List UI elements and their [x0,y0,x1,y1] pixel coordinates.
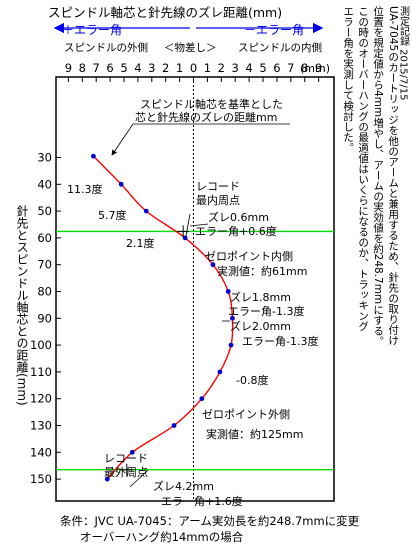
outer-point-marker [120,463,133,476]
plot-frame [55,76,335,502]
y-tick-label: 100 [30,338,52,352]
x-tick-label: 3 [232,61,239,75]
record-credit: 測定記録 2015/7/15 [397,6,409,101]
label-err-1-3a: エラー角-1.3度 [228,304,304,318]
outer-callout-leader [129,469,149,488]
label-11-3deg: 11.3度 [67,182,103,196]
label-err-1-6: エラー角+1.6度 [161,494,243,508]
x-tick-label: 8 [301,61,308,75]
subheader-ruler: ＜物差し＞ [164,42,217,54]
series-group [91,153,235,482]
data-point [104,476,110,482]
data-point [118,181,124,187]
x-tick-label: 4 [134,61,141,75]
data-point [210,262,216,268]
x-unit-label: (mm) [300,62,330,75]
data-point [199,396,205,402]
inner-point-label-2: 最内周点 [196,193,240,207]
x-tick-label: 6 [106,61,113,75]
label-zure-1-8: ズレ1.8mm [230,290,291,304]
y-tick-label: 120 [30,392,52,406]
inner-point-label-1: レコード [196,180,240,193]
x-tick-label: 7 [287,61,294,75]
zure06-leader [189,223,209,227]
data-point [228,342,234,348]
label-zure-2-0: ズレ2.0mm [230,319,291,333]
data-point [171,423,177,428]
reference-lines [56,230,334,471]
y-tick-label: 110 [30,365,52,379]
y-tick-label: 130 [30,419,52,433]
x-tick-label: 7 [93,61,100,75]
label-meas-61: 実測値：約61mm [217,264,307,278]
x-tick-label: 1 [204,61,211,75]
x-tick-label: 5 [259,61,266,75]
label-zure-4-2: ズレ4.2mm [153,479,214,493]
label-err-1-3b: エラー角-1.3度 [242,334,318,348]
subheader-inner: スピンドルの内側 [238,42,322,54]
label-zero-inner: ゼロポイント内側 [205,249,293,263]
label-minus-0-8: -0.8度 [236,373,268,387]
x-tick-label: 1 [176,61,183,75]
outer-point-label-1: レコード [104,452,148,465]
outer-point-label-2: 最外周点 [104,466,148,479]
label-err-0-6: エラー角+0.6度 [195,224,277,238]
y-tick-label: 50 [37,204,52,218]
right-note-line2: 位置を規定値から4mm増やし、アームの実効値を約248.7mmにする。 [372,6,385,347]
x-tick-label: 2 [162,61,169,75]
data-point [129,449,135,455]
data-point [230,315,235,321]
x-tick-label: 9 [65,61,72,75]
axis-note-line1: スピンドル軸芯を基準とした [140,97,283,111]
footer-condition: 条件：JVC UA-7045：アーム実効長を約248.7mmに変更 [60,514,360,528]
inner-callout-leader [185,213,191,237]
label-2-1deg: 2.1度 [126,236,155,250]
right-note-line4: エラー角を実測して検討した。 [342,6,355,153]
right-note-line1: UA-7045のカートリッジを他のアームと兼用するため、針先の取り付け [387,6,400,346]
data-point [225,289,231,294]
subheader-outer: スピンドルの外側 [64,42,148,54]
x-tick-label: 9 [315,61,322,75]
x-tick-label: 6 [273,61,280,75]
x-tick-label: 0 [190,61,197,75]
chart-title: スピンドル軸芯と針先線のズレ距離(mm) [48,5,283,20]
y-tick-label: 80 [37,285,52,299]
x-tick-label: 3 [148,61,155,75]
y-tick-label: 140 [30,445,52,459]
right-note-line3: この時のオーバーハングの最適値はいくらになるのか、トラッキング [357,6,370,332]
data-point [182,235,188,241]
data-point [143,208,149,214]
axis-note-line2: 芯と針先線のズレの距離mm [135,110,277,124]
y-tick-label: 70 [37,258,52,272]
label-meas-125: 実測値：約125mm [206,427,303,441]
x-tick-label: 4 [245,61,252,75]
plus-error-label: ＋エラー角 [62,23,123,37]
y-tick-label: 90 [37,311,52,325]
y-axis-ticks: 30 40 50 60 70 80 90 100 110 120 130 140 150 [30,151,61,486]
label-zure-0-6: ズレ0.6mm [208,210,269,224]
y-tick-label: 40 [37,177,52,191]
y-tick-label: 60 [37,231,52,245]
footer-overhang: オーバーハング約14mmの場合 [80,530,244,544]
data-point [91,153,96,159]
y-tick-label: 30 [37,151,52,165]
data-point [217,369,223,375]
x-tick-label: 2 [218,61,225,75]
axis-note-leader [111,123,134,156]
label-zero-outer: ゼロポイント外側 [202,408,290,421]
minus-error-label: －エラー角 [244,23,305,37]
x-tick-label: 8 [79,61,86,75]
label-5-7deg: 5.7度 [98,208,127,222]
y-tick-label: 150 [30,472,52,486]
x-tick-label: 5 [120,61,127,75]
y-axis-label: 針先とスピンドル軸芯との距離(mm) [15,205,29,406]
